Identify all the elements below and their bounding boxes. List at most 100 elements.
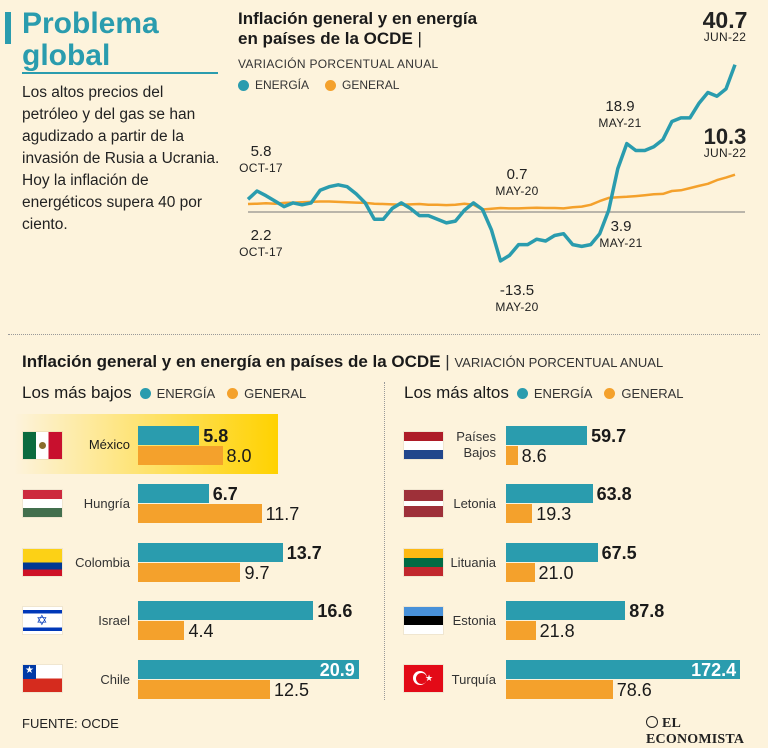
- annotation-general-oct17-value: 2.2: [250, 227, 272, 244]
- value-energia-hungria: 6.7: [212, 484, 238, 504]
- section-divider: [8, 334, 760, 335]
- annotation-general-oct17-date: OCT-17: [239, 245, 283, 259]
- value-general-israel: 4.4: [188, 621, 214, 641]
- general-point-13: [364, 202, 366, 204]
- brand-logo: EL ECONOMISTA: [646, 716, 768, 748]
- annotation-energia-may21: 18.9 MAY-21: [592, 98, 648, 132]
- energia-point-11: [346, 186, 348, 188]
- bar-energia-paises-bajos: [506, 426, 588, 445]
- energia-point-36: [572, 244, 574, 246]
- bar-energia-colombia: [138, 543, 283, 562]
- energia-point-16: [391, 208, 393, 210]
- energia-point-42: [626, 143, 628, 145]
- general-point-2: [265, 203, 267, 205]
- value-general-lituania: 21.0: [538, 563, 574, 583]
- general-legend-label: GENERAL: [244, 385, 307, 401]
- value-general-hungria: 11.7: [265, 504, 300, 524]
- bar-energia-mexico: [138, 426, 200, 445]
- general-point-22: [446, 204, 448, 206]
- energia-point-52: [716, 95, 718, 97]
- general-point-38: [590, 204, 592, 206]
- bar-section-separator: |: [445, 352, 450, 371]
- general-point-37: [581, 206, 583, 208]
- energia-point-53: [725, 88, 727, 90]
- country-label-estonia: Estonia: [452, 613, 496, 628]
- annotation-energia-jun22-date: JUN-22: [703, 30, 747, 44]
- energia-point-33: [545, 240, 547, 242]
- value-energia-mexico: 5.8: [203, 426, 229, 446]
- value-general-chile: 12.5: [274, 680, 310, 700]
- bar-general-colombia: [138, 563, 241, 582]
- country-label-hungria: Hungría: [83, 496, 130, 511]
- line-chart: [246, 64, 745, 263]
- general-point-21: [437, 204, 439, 206]
- value-energia-estonia: 87.8: [629, 601, 665, 621]
- line-chart-title: Inflación general y en energía en países…: [238, 9, 568, 49]
- israel-flag-icon: ✡: [23, 607, 62, 634]
- general-point-34: [554, 207, 556, 209]
- country-label-colombia: Colombia: [75, 555, 130, 570]
- energia-point-24: [464, 209, 466, 211]
- value-energia-paises-bajos: 59.7: [591, 426, 627, 446]
- annotation-general-may20-value: 0.7: [506, 166, 528, 183]
- general-point-8: [319, 201, 321, 203]
- general-point-53: [725, 177, 727, 179]
- energia-point-48: [680, 117, 682, 119]
- bar-energia-chile: [138, 660, 359, 679]
- energia-point-54: [734, 64, 736, 66]
- energia-point-30: [518, 244, 520, 246]
- energia-point-14: [373, 218, 375, 220]
- bar-energia-estonia: [506, 601, 626, 620]
- general-point-52: [716, 179, 718, 181]
- general-legend-swatch: [325, 79, 337, 91]
- energia-point-17: [401, 202, 403, 204]
- energia-point-41: [617, 168, 619, 170]
- annotation-energia-may20: -13.5 MAY-20: [488, 282, 546, 316]
- general-point-17: [401, 204, 403, 206]
- energia-point-19: [419, 215, 421, 217]
- general-point-19: [419, 203, 421, 205]
- general-point-6: [301, 201, 303, 203]
- general-legend-swatch: [604, 387, 616, 399]
- general-point-0: [247, 203, 249, 205]
- country-label-chile: Chile: [100, 672, 130, 687]
- bar-energia-turquia: [506, 660, 741, 679]
- annotation-energia-oct17-date: OCT-17: [239, 161, 283, 175]
- general-point-11: [346, 201, 348, 203]
- energia-point-2: [265, 195, 267, 197]
- energia-point-47: [671, 121, 673, 123]
- annotation-general-jun22: 10.3 JUN-22: [690, 126, 760, 162]
- general-point-7: [310, 201, 312, 203]
- annotation-energia-may21-value: 18.9: [605, 98, 635, 115]
- intro-text: Los altos precios del petróleo y del gas…: [22, 84, 220, 233]
- energia-legend-label: ENERGÍA: [255, 78, 310, 92]
- general-point-47: [671, 190, 673, 192]
- annotation-energia-may20-value: -13.5: [499, 282, 535, 299]
- general-point-39: [599, 200, 601, 202]
- energia-point-31: [527, 244, 529, 246]
- energia-point-3: [274, 200, 276, 202]
- general-legend-label: GENERAL: [342, 78, 400, 92]
- country-label-letonia: Letonia: [453, 496, 496, 511]
- line-chart-title-line2: en países de la OCDE: [238, 29, 413, 48]
- bar-general-chile: [138, 680, 271, 699]
- value-general-letonia: 19.3: [536, 504, 572, 524]
- energia-point-49: [689, 117, 691, 119]
- general-point-15: [382, 203, 384, 205]
- country-label-israel: Israel: [98, 613, 130, 628]
- annotation-general-oct17: 2.2 OCT-17: [232, 227, 290, 261]
- energia-point-40: [608, 209, 610, 211]
- energia-point-46: [662, 139, 664, 141]
- general-point-30: [518, 208, 520, 210]
- brand-text: EL ECONOMISTA: [646, 716, 745, 747]
- energia-point-15: [382, 218, 384, 220]
- value-energia-lituania: 67.5: [601, 543, 637, 563]
- general-point-32: [536, 207, 538, 209]
- title-accent-bar: [5, 12, 11, 44]
- country-label-paises-bajos: Países Bajos: [436, 429, 496, 461]
- brand-icon: [646, 716, 658, 728]
- energia-point-27: [491, 229, 493, 231]
- panel-divider: [384, 382, 385, 700]
- energia-point-10: [337, 184, 339, 186]
- general-point-16: [391, 204, 393, 206]
